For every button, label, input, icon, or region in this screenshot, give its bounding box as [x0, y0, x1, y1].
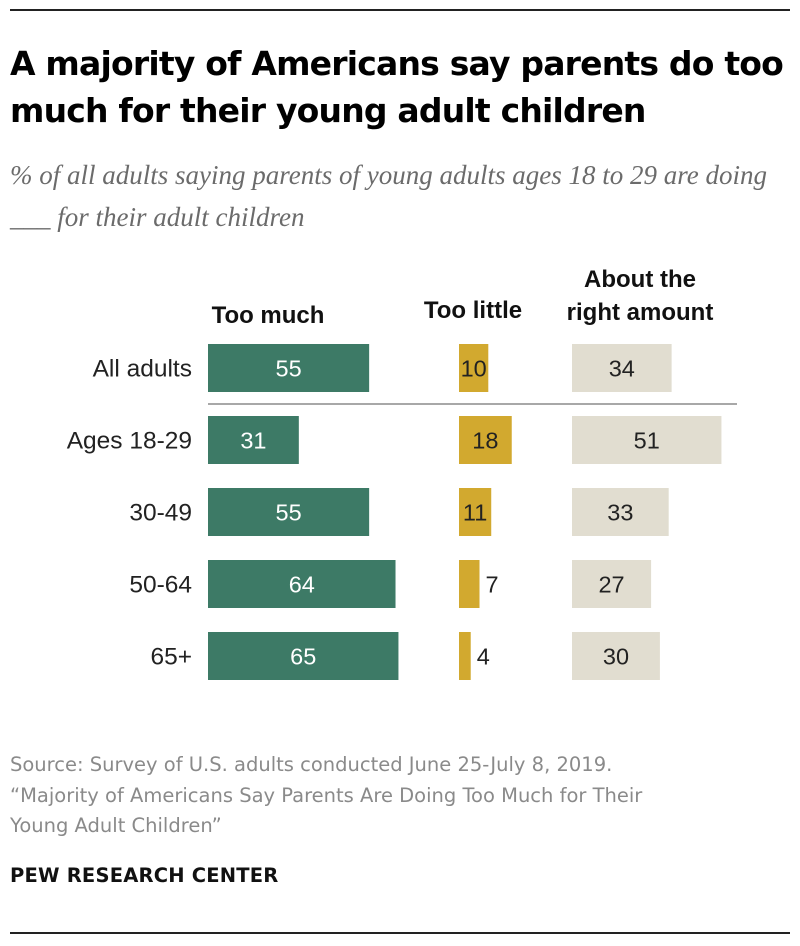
- value-label-about-the-right-amount-all-adults: 34: [609, 356, 635, 382]
- source-line: “Majority of Americans Say Parents Are D…: [10, 783, 643, 807]
- value-label-about-the-right-amount-65: 30: [603, 644, 629, 670]
- header-too-little-line-1: Too little: [424, 297, 522, 324]
- value-label-too-much-ages-18-29: 31: [240, 428, 266, 454]
- value-label-too-little-65: 4: [477, 644, 490, 670]
- bar-about-the-right-amount-30-49: [572, 488, 669, 536]
- bar-about-the-right-amount-65: [572, 632, 660, 680]
- value-label-too-much-65: 65: [290, 644, 316, 670]
- bar-too-little-30-49: [459, 488, 492, 536]
- header-about-the-right-amount-line-1: About the: [584, 266, 696, 293]
- bar-too-much-all-adults: [208, 344, 370, 392]
- value-label-too-little-50-64: 7: [486, 572, 499, 598]
- header-about-the-right-amount-line-2: right amount: [567, 299, 714, 326]
- value-label-about-the-right-amount-ages-18-29: 51: [634, 428, 660, 454]
- value-label-too-much-all-adults: 55: [276, 356, 302, 382]
- bar-too-much-50-64: [208, 560, 396, 608]
- value-label-about-the-right-amount-50-64: 27: [598, 572, 624, 598]
- category-label-ages-18-29: Ages 18-29: [67, 428, 192, 455]
- bar-about-the-right-amount-ages-18-29: [572, 416, 722, 464]
- category-label-50-64: 50-64: [129, 572, 192, 599]
- bar-too-little-50-64: [459, 560, 480, 608]
- bar-about-the-right-amount-all-adults: [572, 344, 672, 392]
- category-label-65: 65+: [150, 644, 192, 671]
- header-too-much-line-1: Too much: [212, 302, 325, 329]
- category-label-30-49: 30-49: [129, 500, 192, 527]
- bar-too-much-30-49: [208, 488, 370, 536]
- bar-too-little-65: [459, 632, 471, 680]
- top-rule: [10, 9, 790, 11]
- bar-too-little-ages-18-29: [459, 416, 512, 464]
- category-label-all-adults: All adults: [93, 356, 192, 383]
- value-label-too-much-30-49: 55: [276, 500, 302, 526]
- source-note: Source: Survey of U.S. adults conducted …: [10, 750, 790, 842]
- bar-about-the-right-amount-50-64: [572, 560, 652, 608]
- bar-too-much-65: [208, 632, 399, 680]
- pew-logo-text: PEW RESEARCH CENTER: [10, 864, 279, 887]
- source-line: Young Adult Children”: [10, 814, 222, 837]
- bar-too-little-all-adults: [459, 344, 489, 392]
- bottom-rule: [10, 932, 790, 934]
- chart-subtitle: % of all adults saying parents of young …: [10, 160, 767, 232]
- bar-too-much-ages-18-29: [208, 416, 299, 464]
- chart-title: A majority of Americans say parents do t…: [10, 44, 784, 130]
- value-label-too-little-all-adults: 10: [461, 356, 487, 382]
- value-label-about-the-right-amount-30-49: 33: [607, 500, 633, 526]
- source-line: Source: Survey of U.S. adults conducted …: [10, 753, 613, 776]
- value-label-too-little-30-49: 11: [463, 500, 487, 526]
- value-label-too-little-ages-18-29: 18: [472, 428, 498, 454]
- value-label-too-much-50-64: 64: [289, 572, 315, 598]
